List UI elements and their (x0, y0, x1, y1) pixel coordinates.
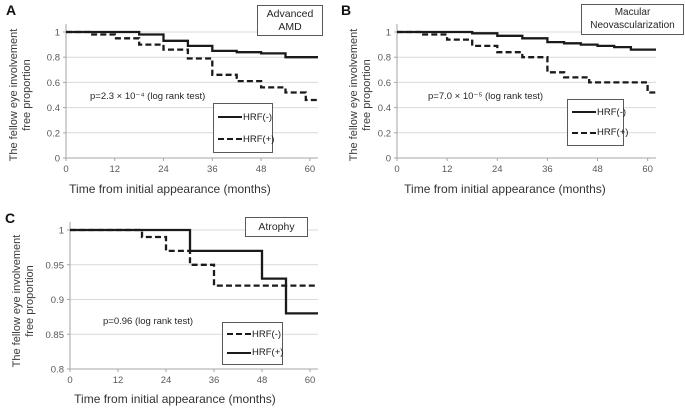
svg-text:0: 0 (394, 164, 399, 175)
x-axis-label: Time from initial appearance (months) (74, 392, 276, 406)
svg-text:0: 0 (55, 154, 60, 165)
svg-text:0.8: 0.8 (378, 53, 391, 64)
svg-text:48: 48 (257, 375, 268, 386)
panel-c: C The fellow eye involvement free propor… (0, 206, 345, 412)
svg-text:0.2: 0.2 (378, 128, 391, 139)
svg-text:1: 1 (386, 28, 391, 39)
svg-text:0: 0 (63, 164, 68, 175)
legend-entry-label: HRF(-) (597, 106, 627, 118)
svg-text:60: 60 (642, 164, 653, 175)
panel-letter: A (6, 2, 17, 18)
legend-entry-label: HRF(-) (243, 111, 273, 123)
legend-entry-label: HRF(+) (597, 127, 629, 139)
legend-line-sample (218, 116, 242, 118)
svg-text:1: 1 (55, 28, 60, 39)
svg-text:0.2: 0.2 (47, 128, 60, 139)
legend-box: HRF(-) HRF(+) (213, 103, 274, 153)
legend-entry: HRF(-) (227, 328, 282, 340)
p-value-text: p=0.96 (log rank test) (103, 316, 194, 327)
svg-text:0.8: 0.8 (51, 365, 64, 376)
svg-text:12: 12 (113, 375, 124, 386)
svg-text:1: 1 (59, 226, 64, 237)
svg-text:12: 12 (109, 164, 120, 175)
legend-box: HRF(-) HRF(+) (222, 322, 283, 365)
km-chart-atrophy: 0.8 0.85 0.9 0.95 1 0 12 24 36 48 60 (46, 222, 318, 386)
condition-label-box: Atrophy (245, 217, 308, 237)
svg-text:48: 48 (592, 164, 603, 175)
svg-text:36: 36 (207, 164, 218, 175)
legend-entry: HRF(-) (572, 107, 626, 118)
svg-text:0.6: 0.6 (378, 78, 391, 89)
legend-line-sample (227, 333, 251, 336)
svg-text:0: 0 (67, 375, 72, 386)
condition-label-box: Advanced AMD (257, 5, 323, 36)
condition-label-box: Macular Neovascularization (581, 4, 684, 35)
legend-entry: HRF(+) (572, 127, 628, 138)
svg-text:0.4: 0.4 (378, 103, 391, 114)
legend-line-sample (572, 131, 596, 134)
legend-entry: HRF(-) (218, 112, 272, 123)
km-chart-macular-neovascularization: 0 0.2 0.4 0.6 0.8 1 0 12 24 36 48 60 (378, 24, 656, 175)
svg-text:0.6: 0.6 (47, 78, 60, 89)
svg-text:0.4: 0.4 (47, 103, 60, 114)
legend-entry-label: HRF(-) (252, 328, 282, 340)
panel-b: B The fellow eye involvement free propor… (340, 0, 685, 205)
legend-line-sample (572, 111, 596, 114)
svg-text:36: 36 (542, 164, 553, 175)
svg-text:24: 24 (158, 164, 169, 175)
svg-text:60: 60 (305, 164, 316, 175)
p-value-text: p=7.0 × 10⁻⁵ (log rank test) (428, 91, 544, 102)
legend-line-sample (218, 138, 242, 140)
svg-text:0.9: 0.9 (51, 295, 64, 306)
legend-entry: HRF(+) (227, 347, 283, 358)
legend-line-sample (227, 351, 251, 354)
km-chart-advanced-amd: 0 0.2 0.4 0.6 0.8 1 0 12 24 36 48 60 (47, 24, 318, 175)
legend-entry: HRF(+) (218, 134, 274, 145)
legend-box: HRF(-) HRF(+) (567, 99, 628, 146)
svg-text:12: 12 (442, 164, 453, 175)
svg-text:36: 36 (209, 375, 220, 386)
panel-letter: B (341, 2, 352, 18)
svg-text:48: 48 (256, 164, 267, 175)
panel-letter: C (5, 210, 16, 226)
x-axis-label: Time from initial appearance (months) (404, 182, 606, 196)
svg-text:0.8: 0.8 (47, 53, 60, 64)
p-value-text: p=2.3 × 10⁻⁴ (log rank test) (90, 91, 206, 102)
svg-text:0.85: 0.85 (46, 330, 65, 341)
svg-text:0: 0 (386, 154, 391, 165)
svg-text:24: 24 (492, 164, 503, 175)
panel-a: A The fellow eye involvement free propor… (0, 0, 335, 205)
x-axis-label: Time from initial appearance (months) (69, 182, 271, 196)
svg-text:0.95: 0.95 (46, 260, 65, 271)
svg-text:24: 24 (161, 375, 172, 386)
legend-entry-label: HRF(+) (252, 347, 284, 359)
legend-entry-label: HRF(+) (243, 133, 275, 145)
svg-text:60: 60 (305, 375, 316, 386)
